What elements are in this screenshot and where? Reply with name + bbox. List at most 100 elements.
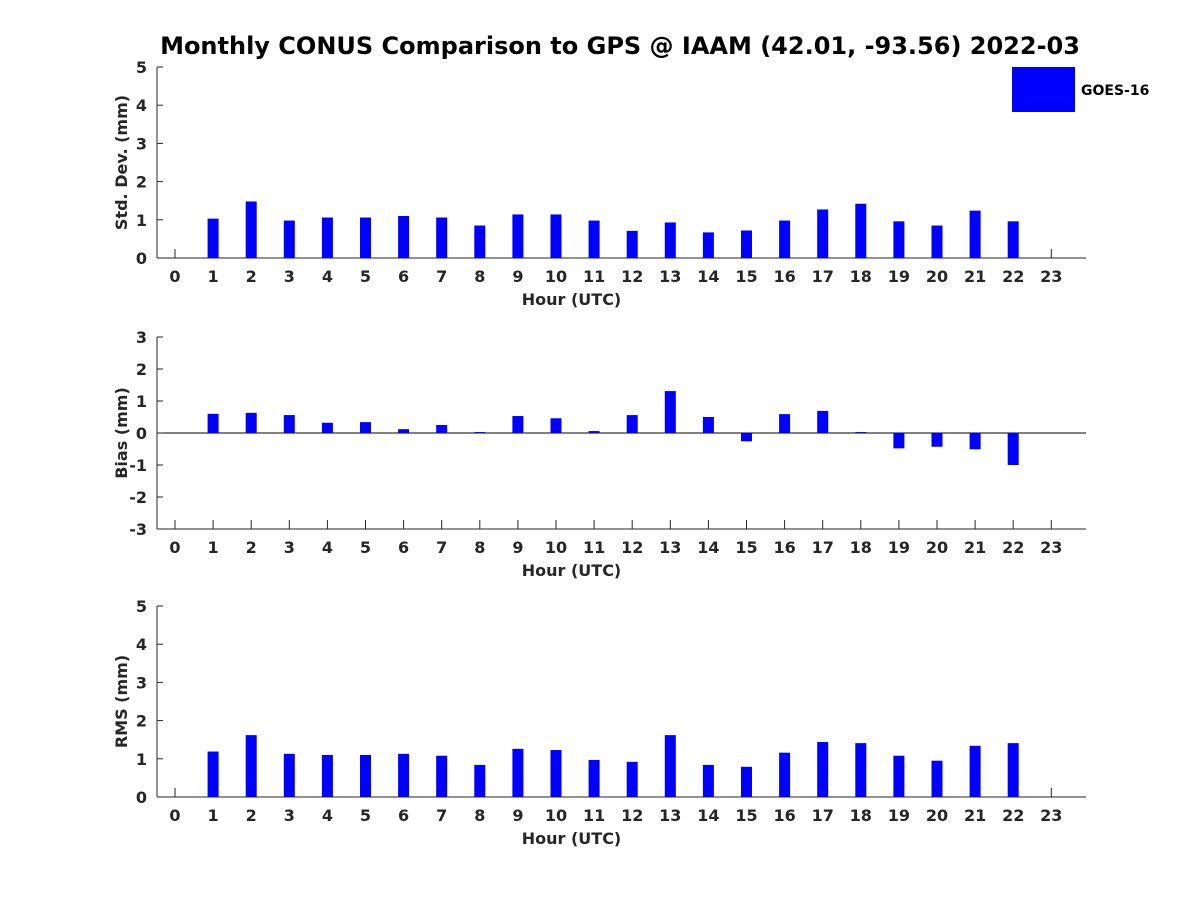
bar-std-dev-hour-17 [817,209,829,258]
x-tick-label: 14 [697,538,719,557]
bar-bias-hour-21 [969,433,981,450]
y-tick-label: 4 [136,635,147,654]
bar-std-dev-hour-9 [512,214,524,258]
bar-bias-hour-14 [702,417,714,433]
x-tick-label: 23 [1040,538,1062,557]
x-tick-label: 21 [964,806,986,825]
x-tick-label: 7 [436,538,447,557]
bar-rms-hour-2 [245,735,257,797]
bar-std-dev-hour-5 [360,217,371,258]
x-tick-label: 14 [697,806,719,825]
y-axis-label: RMS (mm) [112,655,131,748]
x-tick-label: 5 [360,538,371,557]
x-tick-label: 21 [964,538,986,557]
bar-std-dev-hour-15 [741,230,752,258]
y-tick-label: 4 [136,96,147,115]
bar-rms-hour-4 [321,754,333,797]
bar-rms-hour-21 [969,745,981,797]
x-tick-label: 16 [773,538,795,557]
bar-rms-hour-20 [931,760,943,797]
x-tick-label: 12 [621,806,643,825]
x-tick-label: 9 [512,806,523,825]
bar-bias-hour-9 [512,416,524,433]
y-tick-label: 2 [136,712,147,731]
y-tick-label: 5 [136,597,147,616]
x-tick-label: 11 [583,267,605,286]
bar-std-dev-hour-12 [626,230,638,258]
x-tick-label: 19 [888,806,910,825]
y-tick-label: -2 [129,488,147,507]
y-tick-label: 0 [136,424,147,443]
bar-rms-hour-11 [588,759,600,797]
x-tick-label: 23 [1040,806,1062,825]
y-tick-label: 1 [136,750,147,769]
x-tick-label: 7 [436,267,447,286]
bar-std-dev-hour-7 [436,217,448,258]
y-tick-label: 5 [136,58,147,77]
legend: GOES-16 [1012,67,1149,112]
bar-bias-hour-7 [436,425,448,433]
bar-rms-hour-18 [855,743,867,797]
bar-bias-hour-22 [1007,433,1019,465]
x-tick-label: 22 [1002,806,1024,825]
x-tick-label: 10 [545,267,567,286]
bar-std-dev-hour-13 [664,222,676,258]
bar-bias-hour-8 [474,432,486,434]
x-tick-label: 17 [812,267,834,286]
bar-bias-hour-16 [779,414,791,433]
y-tick-label: 1 [136,392,147,411]
bar-rms-hour-6 [398,753,410,797]
x-tick-label: 18 [850,267,872,286]
x-tick-label: 1 [208,538,219,557]
x-axis-label: Hour (UTC) [522,290,622,309]
x-tick-label: 8 [474,267,485,286]
bar-rms-hour-17 [817,741,829,797]
bar-bias-hour-5 [360,422,371,433]
x-tick-label: 4 [322,806,333,825]
bar-bias-hour-17 [817,410,829,433]
y-tick-label: 0 [136,249,147,268]
x-tick-label: 22 [1002,538,1024,557]
y-tick-label: 3 [136,134,147,153]
x-tick-label: 5 [360,267,371,286]
x-tick-label: 18 [850,806,872,825]
bar-std-dev-hour-4 [321,217,333,258]
bar-bias-hour-18 [855,432,867,434]
x-tick-label: 16 [773,806,795,825]
bar-rms-hour-7 [436,755,448,797]
chart-title: Monthly CONUS Comparison to GPS @ IAAM (… [160,32,1080,60]
x-tick-label: 15 [735,538,757,557]
x-tick-label: 14 [697,267,719,286]
bar-rms-hour-10 [550,750,562,797]
x-tick-label: 0 [169,806,180,825]
bar-std-dev-hour-3 [283,220,295,258]
x-tick-label: 6 [398,806,409,825]
bar-std-dev-hour-11 [588,220,600,258]
legend-swatch-goes-16 [1012,67,1075,112]
bar-std-dev-hour-19 [893,221,905,258]
x-tick-label: 7 [436,806,447,825]
x-tick-label: 19 [888,538,910,557]
bar-std-dev-hour-16 [779,220,791,258]
x-tick-label: 20 [926,538,948,557]
x-tick-label: 10 [545,538,567,557]
bar-rms-hour-14 [702,764,714,797]
x-tick-label: 20 [926,806,948,825]
bar-bias-hour-4 [321,422,333,433]
bar-rms-hour-16 [779,752,791,797]
x-axis-label: Hour (UTC) [522,561,622,580]
bar-std-dev-hour-10 [550,214,562,258]
x-tick-label: 13 [659,538,681,557]
bar-bias-hour-19 [893,433,905,449]
legend-label-goes-16: GOES-16 [1081,83,1149,99]
x-tick-label: 17 [812,538,834,557]
x-tick-label: 6 [398,267,409,286]
x-tick-label: 9 [512,267,523,286]
bar-rms-hour-12 [626,761,638,797]
x-tick-label: 5 [360,806,371,825]
bar-rms-hour-22 [1007,743,1019,797]
x-tick-label: 2 [246,267,257,286]
x-tick-label: 12 [621,538,643,557]
x-tick-label: 10 [545,806,567,825]
